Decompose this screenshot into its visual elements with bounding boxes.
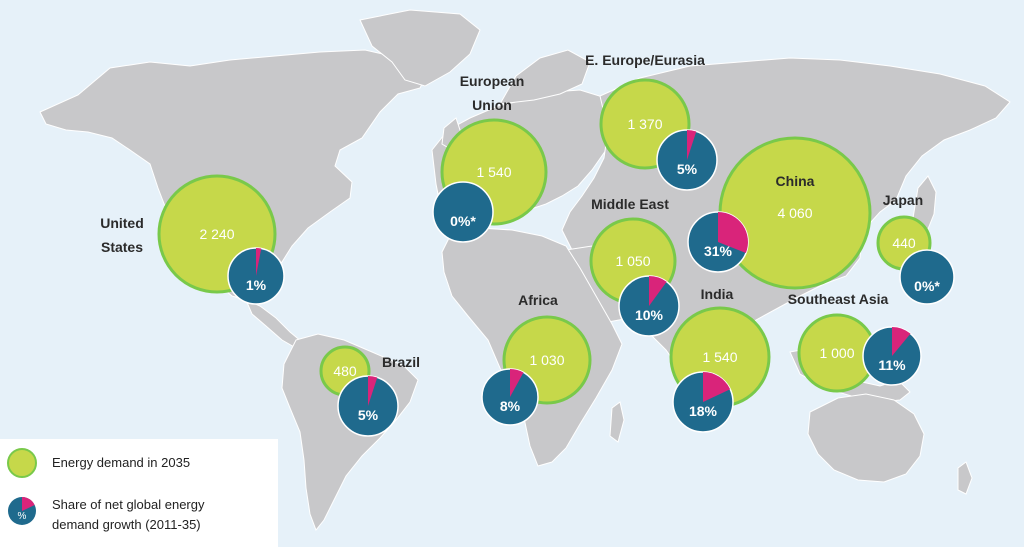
e-europe-eurasia-share-slice: [687, 130, 697, 160]
e-europe-eurasia-demand-value: 1 370: [627, 116, 662, 132]
southeast-asia-demand-value: 1 000: [819, 345, 854, 361]
india-label: India: [701, 286, 734, 302]
africa-share-slice: [510, 369, 524, 397]
india-share-slice: [703, 372, 731, 402]
japan-demand-value: 440: [892, 235, 916, 251]
china-share-slice: [718, 212, 748, 254]
greenland-landmass: [359, 9, 481, 87]
region-symbols: 2 240 1 540 1 370 4 060 440 1 050 1 030 1 540 1 …: [100, 52, 955, 437]
e-europe-eurasia-share-value: 5%: [677, 161, 698, 177]
middle-east-share-value: 10%: [635, 307, 664, 323]
european-union-label-line1: European: [460, 73, 525, 89]
brazil-share-slice: [368, 376, 378, 406]
united-states-label-line2: States: [101, 239, 143, 255]
brazil-label: Brazil: [382, 354, 420, 370]
e-europe-eurasia-label: E. Europe/Eurasia: [585, 52, 705, 68]
china-label: China: [776, 173, 815, 189]
japan-label: Japan: [883, 192, 923, 208]
new-zealand-landmass: [957, 461, 973, 495]
legend-swatches: %: [7, 448, 37, 525]
africa-label: Africa: [518, 292, 558, 308]
legend-share-label-line2: demand growth (2011-35): [52, 517, 201, 532]
india-demand-value: 1 540: [702, 349, 737, 365]
china-demand-value: 4 060: [777, 205, 812, 221]
scandinavia-landmass: [499, 49, 591, 105]
legend: % Energy demand in 2035 Share of net glo…: [0, 439, 278, 547]
united-states-demand-value: 2 240: [199, 226, 234, 242]
north-america-landmass: [39, 49, 429, 301]
central-america-landmass: [245, 299, 303, 349]
southeast-asia-label: Southeast Asia: [788, 291, 889, 307]
brazil-demand-value: 480: [333, 363, 357, 379]
japan-share-pie: [899, 249, 955, 305]
africa-share-value: 8%: [500, 398, 521, 414]
australia-landmass: [807, 393, 925, 483]
european-union-demand-value: 1 540: [476, 164, 511, 180]
japan-share-value: 0%*: [914, 278, 940, 294]
middle-east-demand-value: 1 050: [615, 253, 650, 269]
united-states-share-slice: [256, 248, 262, 276]
legend-share-label-line1: Share of net global energy: [52, 497, 205, 512]
india-share-value: 18%: [689, 403, 718, 419]
china-share-value: 31%: [704, 243, 733, 259]
middle-east-share-slice: [649, 276, 667, 306]
demand-swatch-icon: [7, 448, 37, 478]
share-swatch-icon: %: [8, 497, 36, 525]
united-states-label-line1: United: [100, 215, 144, 231]
european-union-share-pie: [432, 181, 494, 243]
european-union-share-value: 0%*: [450, 213, 476, 229]
southeast-asia-share-slice: [892, 327, 911, 356]
legend-demand-label: Energy demand in 2035: [52, 455, 191, 470]
united-states-share-value: 1%: [246, 277, 267, 293]
share-swatch-slice: [22, 497, 35, 511]
southeast-asia-share-value: 11%: [878, 357, 906, 373]
european-union-label-line2: Union: [472, 97, 512, 113]
share-swatch-text: %: [18, 511, 27, 522]
brazil-share-value: 5%: [358, 407, 379, 423]
madagascar-landmass: [609, 401, 625, 443]
middle-east-label: Middle East: [591, 196, 669, 212]
africa-demand-value: 1 030: [529, 352, 564, 368]
